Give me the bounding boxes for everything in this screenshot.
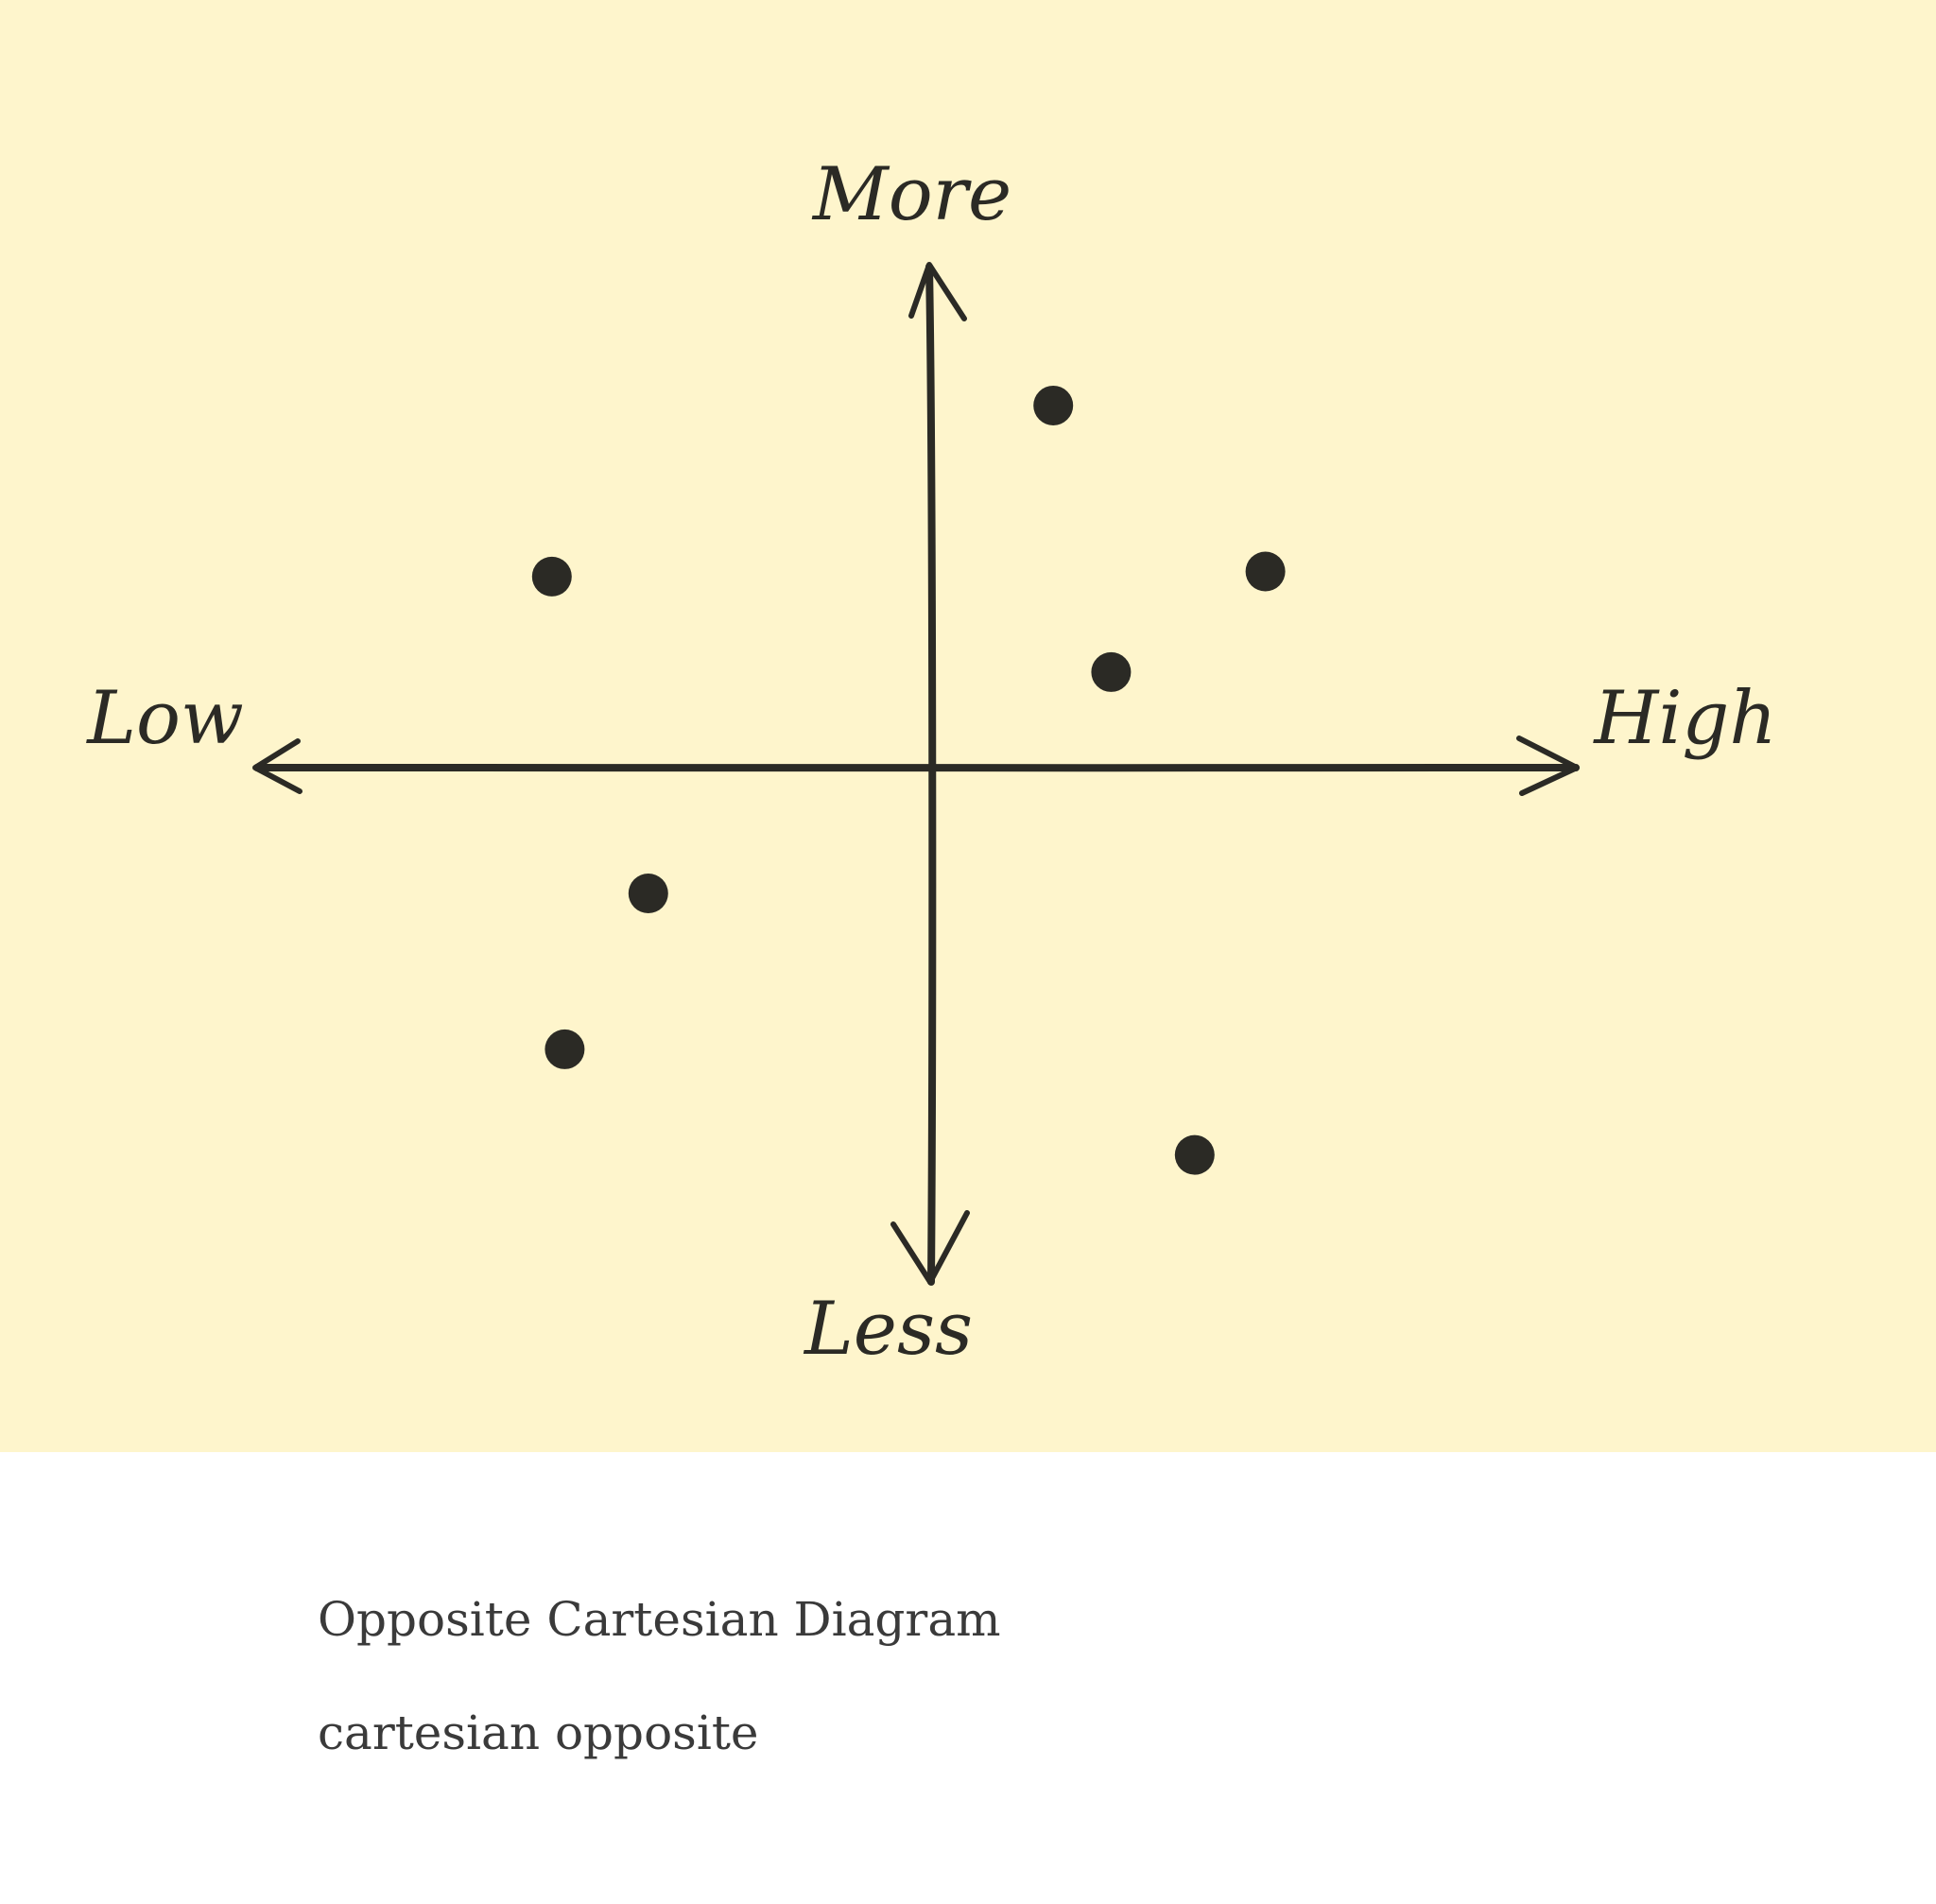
data-point-6 xyxy=(544,1029,585,1069)
axis-label-left: Low xyxy=(85,676,244,761)
vertical-axis xyxy=(925,263,937,1286)
axis-label-top: More xyxy=(811,152,1011,237)
cartesian-diagram: More Less Low High xyxy=(85,152,1776,1372)
caption-title: Opposite Cartesian Diagram xyxy=(318,1592,1001,1647)
data-point-5 xyxy=(628,874,668,913)
left-arrowhead xyxy=(252,738,302,794)
top-arrowhead xyxy=(908,262,967,321)
right-arrowhead xyxy=(1516,736,1580,796)
caption-subtitle: cartesian opposite xyxy=(318,1705,759,1760)
data-point-4 xyxy=(1091,651,1132,692)
data-point-1 xyxy=(1033,385,1074,425)
axis-label-right: High xyxy=(1592,676,1776,761)
data-point-7 xyxy=(1174,1134,1215,1175)
caption-area: Opposite Cartesian Diagram cartesian opp… xyxy=(0,1452,1936,1904)
bottom-arrowhead xyxy=(890,1210,970,1285)
axis-label-bottom: Less xyxy=(803,1287,973,1372)
horizontal-axis xyxy=(253,763,1580,773)
data-point-3 xyxy=(1245,551,1286,592)
data-points xyxy=(531,385,1286,1175)
data-point-2 xyxy=(531,556,572,597)
diagram-canvas: More Less Low High xyxy=(0,0,1936,1452)
